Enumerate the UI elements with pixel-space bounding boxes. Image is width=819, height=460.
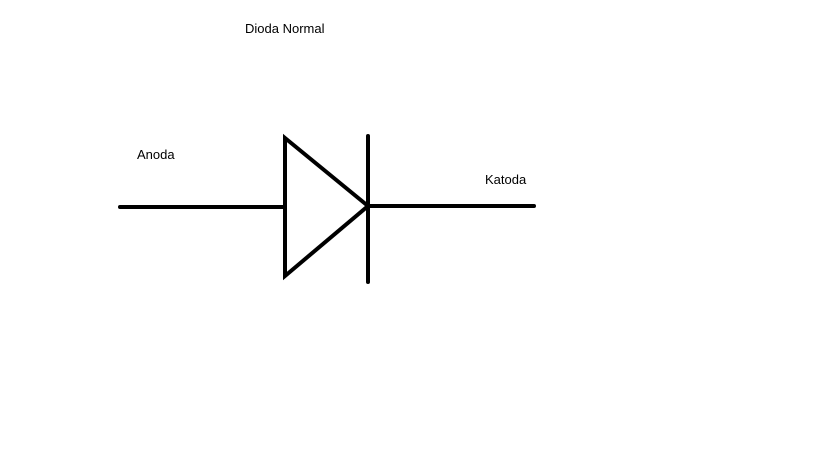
diode-triangle: [283, 133, 372, 281]
diagram-title: Dioda Normal: [245, 21, 325, 36]
cathode-label: Katoda: [485, 172, 527, 187]
anode-label: Anoda: [137, 147, 175, 162]
